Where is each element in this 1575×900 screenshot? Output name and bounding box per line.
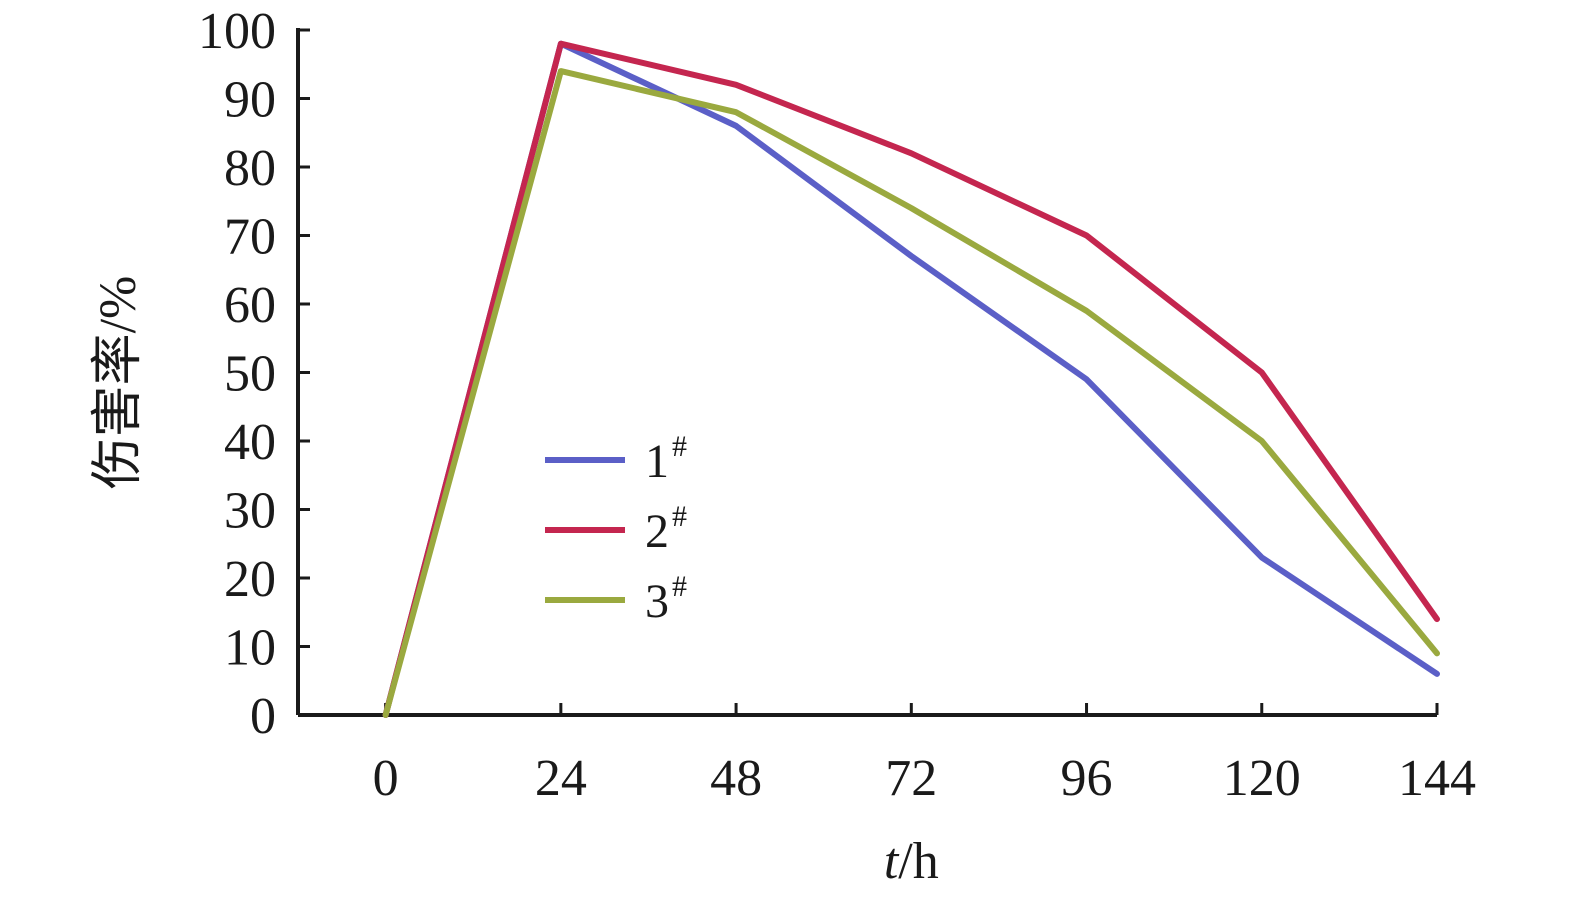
- y-tick-label: 70: [224, 209, 276, 266]
- legend-label-3: 3: [645, 575, 669, 628]
- legend-label-1: 1: [645, 435, 669, 488]
- y-tick-label: 80: [224, 140, 276, 197]
- x-tick-label: 48: [710, 750, 762, 807]
- x-tick-label: 72: [885, 750, 937, 807]
- y-tick-label: 40: [224, 414, 276, 471]
- x-axis-label-var: t: [884, 833, 900, 890]
- y-tick-label: 10: [224, 620, 276, 677]
- series-line-3: [382, 68, 1440, 718]
- x-tick-label: 120: [1223, 750, 1301, 807]
- y-tick-label: 30: [224, 483, 276, 540]
- y-axis-ticks: 0 10 20 30 40 50 60 70 80 90 100: [198, 3, 310, 745]
- x-tick-label: 0: [373, 750, 399, 807]
- y-tick-label: 20: [224, 551, 276, 608]
- x-axis-label: t/h: [884, 833, 939, 890]
- y-axis-label: 伤害率/%: [90, 276, 147, 490]
- y-tick-label: 50: [224, 346, 276, 403]
- x-tick-label: 96: [1061, 750, 1113, 807]
- series-group: [382, 40, 1440, 718]
- axes: [296, 28, 1437, 717]
- legend-sup-3: #: [672, 570, 687, 603]
- legend: 1 #2 #3 #: [545, 430, 687, 628]
- x-axis-label-unit: /h: [898, 833, 938, 890]
- legend-sup-1: #: [672, 430, 687, 463]
- y-tick-label: 60: [224, 277, 276, 334]
- y-tick-label: 100: [198, 3, 276, 60]
- y-tick-label: 90: [224, 72, 276, 129]
- legend-sup-2: #: [672, 500, 687, 533]
- x-axis-ticks: 0 24 48 72 96 120 144: [373, 703, 1476, 807]
- x-tick-label: 24: [535, 750, 587, 807]
- series-line-2: [382, 40, 1440, 718]
- x-tick-label: 144: [1398, 750, 1476, 807]
- legend-label-2: 2: [645, 505, 669, 558]
- y-tick-label: 0: [250, 688, 276, 745]
